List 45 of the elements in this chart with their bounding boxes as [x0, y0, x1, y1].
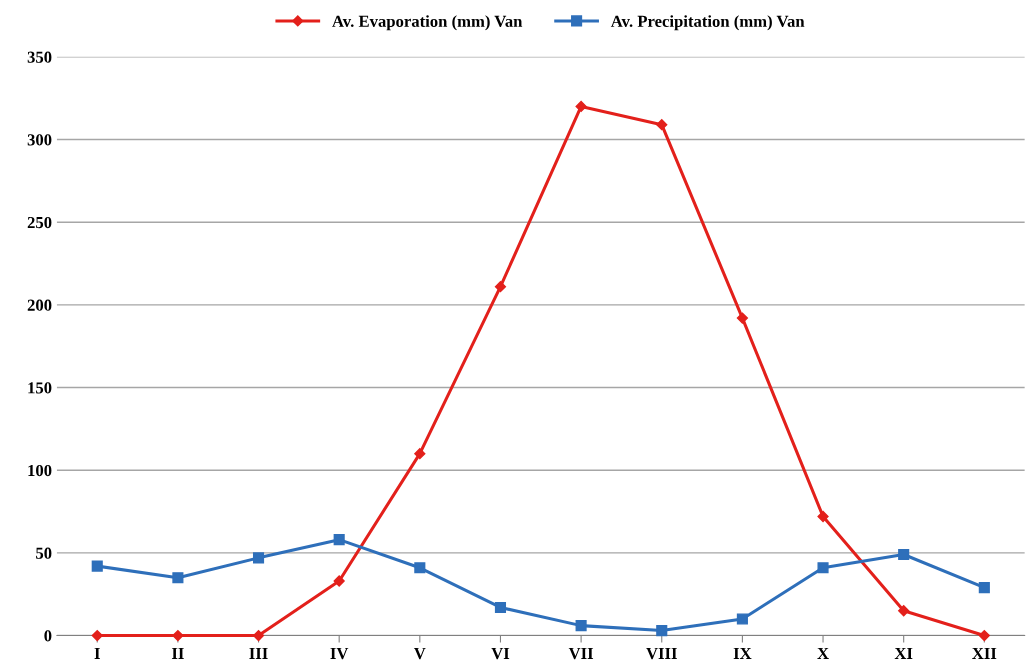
- point: [91, 560, 103, 572]
- point: [736, 312, 749, 324]
- x-tick-label: VII: [568, 648, 594, 660]
- point: [252, 552, 265, 564]
- point: [172, 572, 184, 584]
- x-tick-label: X: [817, 648, 829, 659]
- point: [494, 281, 507, 293]
- point: [575, 620, 587, 632]
- x-tick-label: III: [249, 648, 268, 659]
- x-tick-label: VIII: [646, 648, 677, 660]
- x-tick-label: I: [94, 648, 100, 659]
- x-tick-label: V: [413, 648, 426, 660]
- point: [333, 534, 345, 546]
- y-tick-label: 200: [27, 299, 52, 311]
- x-tick-label: IX: [733, 648, 752, 659]
- y-tick-label: 300: [27, 134, 52, 146]
- x-tick-label: XI: [894, 648, 913, 659]
- point: [656, 625, 668, 637]
- point: [817, 562, 829, 574]
- y-tick-label: 100: [28, 464, 52, 477]
- y-tick-label: 250: [27, 216, 52, 229]
- y-tick-label: 50: [36, 547, 52, 559]
- y-tick-label: 0: [44, 630, 52, 642]
- point: [656, 119, 668, 131]
- point: [898, 605, 910, 617]
- point: [898, 548, 910, 561]
- legend-label: Av. Precipitation (mm) Van: [610, 15, 805, 31]
- x-tick-label: IV: [330, 648, 349, 660]
- x-tick-label: VI: [491, 648, 510, 660]
- point: [817, 510, 829, 523]
- point: [414, 562, 426, 574]
- point: [91, 629, 103, 642]
- point: [333, 575, 345, 587]
- point: [414, 448, 426, 460]
- y-tick-label: 150: [28, 382, 52, 394]
- point: [172, 629, 184, 642]
- point: [978, 629, 990, 642]
- y-tick-label: 350: [27, 51, 52, 63]
- x-tick-label: XII: [972, 648, 997, 659]
- legend-label: Av. Evaporation (mm) Van: [332, 15, 523, 31]
- x-tick-label: II: [171, 648, 184, 659]
- point: [978, 582, 990, 594]
- point: [736, 613, 748, 625]
- point: [575, 100, 587, 113]
- point: [494, 601, 507, 613]
